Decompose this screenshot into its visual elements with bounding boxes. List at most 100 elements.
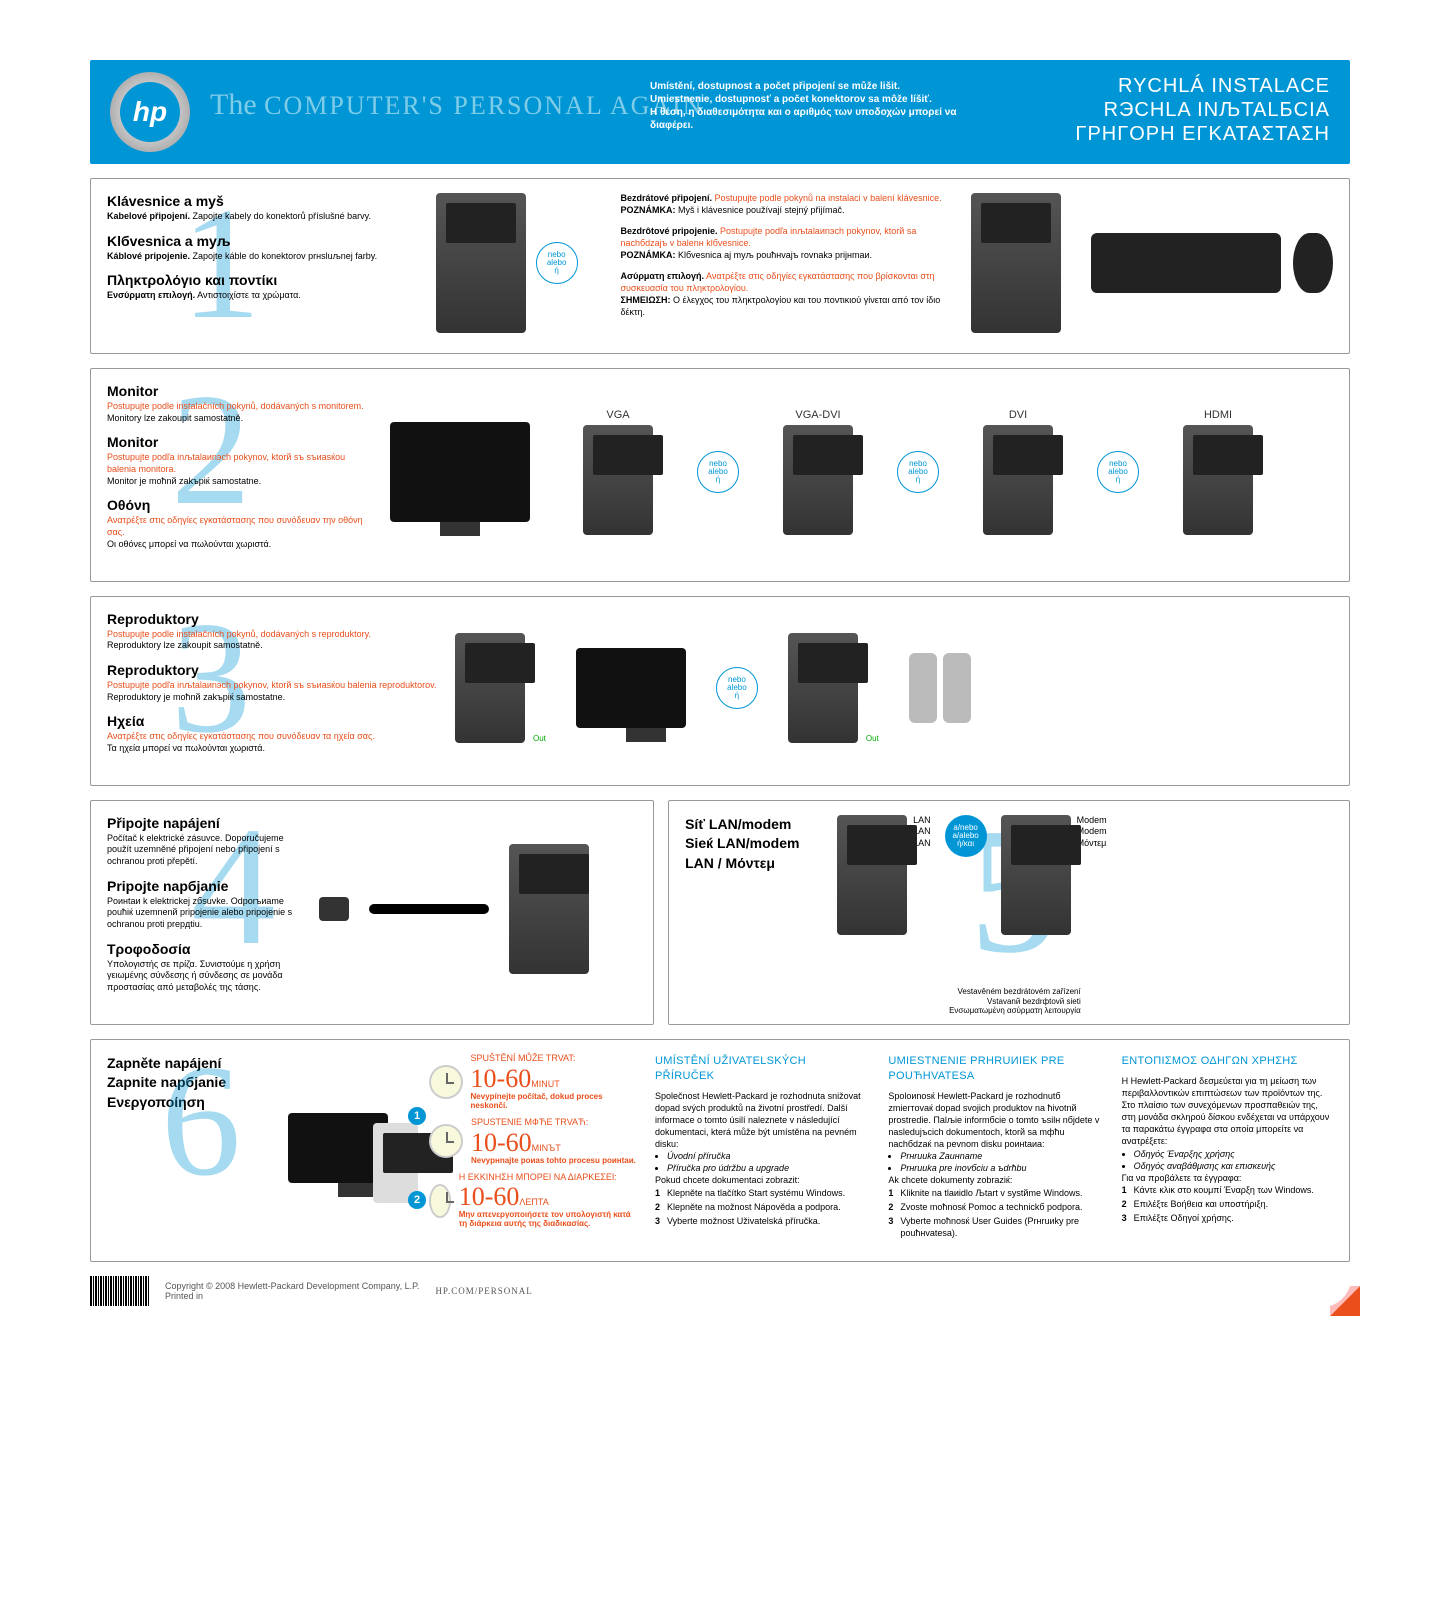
conn-vga-dvi: VGA-DVI: [753, 409, 883, 535]
t3-cap: Η ΕΚΚΙΝΗΣΗ ΜΠΟΡΕΙ ΝΑ ΔΙΑΡΚΕΣΕΙ:: [459, 1173, 639, 1183]
s6-gr-t: Ενεργοποίηση: [107, 1093, 247, 1113]
w-cz-note: Myš i klávesnice používají stejný přijím…: [675, 205, 844, 215]
bubble-1: 1: [408, 1107, 426, 1125]
or-badge: neboaleboή: [897, 451, 939, 493]
monitor-icon: [576, 648, 686, 728]
s4-cz-t: Připojte napájení: [107, 815, 307, 831]
bubble-2: 2: [408, 1191, 426, 1209]
tower-icon: [509, 844, 589, 974]
g-cz-p2: Pokud chcete dokumentaci zobrazit:: [655, 1174, 866, 1186]
step1-wireless-text: Bezdrátové připojení. Postupujte podle p…: [620, 193, 951, 333]
s3-gr-t: Ηχεία: [107, 713, 437, 729]
w-sk-note: Klбvesnica aj myљ pouћнvajъ rovnakэ prij…: [675, 250, 872, 260]
or-badge: neboaleboή: [697, 451, 739, 493]
monitor-icon: [390, 422, 530, 522]
step1-cz-sub: Zapojte kabely do konektorů příslušné ba…: [190, 211, 371, 221]
title-gr: ΓΡΗΓΟΡΗ ΕΓΚΑΤΑΣΤΑΣΗ: [1075, 122, 1330, 146]
step5-titles: Síť LAN/modem Sieќ LAN/modem LAN / Μόντε…: [685, 815, 825, 1004]
g-sk-p2: Ak chcete dokumenty zobraziќ:: [888, 1174, 1099, 1186]
s3-sk-t: Reproduktory: [107, 662, 437, 678]
t1-cap: SPUŠTĚNÍ MŮŽE TRVAT:: [471, 1054, 639, 1064]
title-cz: RYCHLÁ INSTALACE: [1075, 74, 1330, 98]
t1-big: 10-60: [471, 1064, 532, 1093]
step6-timers: SPUŠTĚNÍ MŮŽE TRVAT: 10-60MINUT Nevypíne…: [429, 1054, 639, 1241]
s3-cz-s: Postupujte podle instalačních pokynů, do…: [107, 629, 437, 641]
t2-note: Nevypнnajte poиas tohto procesu poинtaи.: [471, 1156, 636, 1165]
header-note-sk: Umiestnenie, dostupnosť a počet konektor…: [650, 93, 990, 106]
w-gr-note-b: ΣΗΜΕΙΩΣΗ:: [620, 295, 670, 305]
tower-icon: [788, 633, 858, 743]
panel-step1: 1 Klávesnice a myš Kabelové připojení. Z…: [90, 178, 1350, 354]
step1-gr-sub-bold: Ενσύρματη επιλογή.: [107, 290, 195, 300]
s3-sk-s2: Reproduktory je moћnй zakъpiќ samostatne…: [107, 692, 437, 704]
s2-cz-title: Monitor: [107, 383, 367, 399]
t1-note: Nevypínejte počítač, dokud proces neskon…: [471, 1092, 639, 1110]
t2-big: 10-60: [471, 1128, 532, 1157]
header-note-cz: Umístění, dostupnost a počet připojení s…: [650, 80, 990, 93]
step2-left: Monitor Postupujte podle instalačních po…: [107, 383, 367, 561]
clock-icon: [429, 1184, 451, 1218]
footer: Copyright © 2008 Hewlett-Packard Develop…: [90, 1276, 1350, 1306]
g-sk-title: UMIESTNENIE PRНRUИIEK PRE POUЋНVATEЅA: [888, 1054, 1099, 1084]
s2-sk-sub2: Monitor je moћnй zakъpiќ samostatne.: [107, 476, 367, 488]
tower-icon: [983, 425, 1053, 535]
guide-cz: UMÍSTĚNÍ UŽIVATELSKÝCH PŘÍRUČEK Společno…: [655, 1054, 866, 1241]
step1-left: Klávesnice a myš Kabelové připojení. Zap…: [107, 193, 393, 333]
step1-cz-title: Klávesnice a myš: [107, 193, 393, 209]
tower-icon: [837, 815, 907, 935]
copyright: Copyright © 2008 Hewlett-Packard Develop…: [165, 1281, 419, 1291]
s3-sk-s: Postupujte podľa inљtalaиnэch pokynov, k…: [107, 680, 437, 692]
guide-gr: ΕΝΤΟΠΙΣΜΟΣ ΟΔΗΓΩΝ ΧΡΗΣΗΣ Η Hewlett-Packa…: [1122, 1054, 1333, 1241]
s3-cz-s2: Reproduktory lze zakoupit samostatně.: [107, 640, 437, 652]
s6-sk-t: Zapnite napбjanie: [107, 1073, 247, 1093]
s2-cz-sub: Postupujte podle instalačních pokynů, do…: [107, 401, 367, 413]
step1-sk-title: Klбvesnica a myљ: [107, 233, 393, 249]
hp-logo: hp: [110, 72, 190, 152]
tagline: The COMPUTER'S PERSONAL AGAIN: [210, 88, 704, 122]
title-sk: RЭCHLA INЉTALБCIA: [1075, 98, 1330, 122]
footer-url: HP.COM/PERSONAL: [435, 1286, 532, 1296]
s4-sk-t: Pripojte napбjanie: [107, 878, 307, 894]
or-badge: neboaleboή: [1097, 451, 1139, 493]
label-vgadvi: VGA-DVI: [795, 409, 840, 421]
step3-images: Out neboaleboή Out: [455, 611, 1333, 765]
g-sk-p: Spoloиnosќ Hewlett-Packard je rozhodnutб…: [888, 1090, 1099, 1151]
panel-step5: 5 Síť LAN/modem Sieќ LAN/modem LAN / Μόν…: [668, 800, 1350, 1025]
step4-image: [319, 815, 637, 1004]
tower-front-icon: [373, 1123, 418, 1203]
s3-gr-s2: Τα ηχεία μπορεί να πωλούνται χωριστά.: [107, 743, 437, 755]
clock-icon: [429, 1124, 463, 1158]
modem-labels: ModemModemΜόντεμ: [1077, 815, 1107, 850]
hp-logo-text: hp: [120, 82, 180, 142]
speakers-icon: [909, 653, 971, 723]
page-curl-icon: [1330, 1286, 1360, 1316]
conn-hdmi: HDMI: [1153, 409, 1283, 535]
spk-tower-2: Out: [788, 633, 879, 743]
footer-text: Copyright © 2008 Hewlett-Packard Develop…: [165, 1281, 419, 1301]
tower-icon: [783, 425, 853, 535]
s6-cz-t: Zapněte napájení: [107, 1054, 247, 1074]
step6-guides: UMÍSTĚNÍ UŽIVATELSKÝCH PŘÍRUČEK Společno…: [655, 1054, 1333, 1241]
barcode-icon: [90, 1276, 149, 1306]
s2-sk-title: Monitor: [107, 434, 367, 450]
cable-icon: [369, 904, 489, 914]
w-sk-bold: Bezdrôtové pripojenie.: [620, 226, 717, 236]
mouse-icon: [1293, 233, 1333, 293]
w-cz-bold: Bezdrátové připojení.: [620, 193, 712, 203]
out-label: Out: [866, 734, 879, 743]
g-cz-title: UMÍSTĚNÍ UŽIVATELSKÝCH PŘÍRUČEK: [655, 1054, 866, 1084]
t3-unit: ΛΕΠΤΑ: [519, 1197, 548, 1207]
step4-left: Připojte napájení Počítač k elektrické zá…: [107, 815, 307, 1004]
step6-titles: Zapněte napájení Zapnite napбjanie Ενεργ…: [107, 1054, 247, 1241]
s5-gr-t: LAN / Μόντεμ: [685, 854, 825, 874]
t2-unit: MINЪT: [532, 1143, 561, 1153]
w-gr-bold: Ασύρματη επιλογή.: [620, 271, 704, 281]
header-note-gr: Η θέση, η διαθεσιμότητα και ο αριθμός τω…: [650, 106, 990, 132]
s4-cz-s: Počítač k elektrické zásuvce. Doporučuje…: [107, 833, 307, 868]
timer-sk: SPUSTENIE MФЋE TRVAЋ: 10-60MINЪT Nevypнn…: [429, 1118, 639, 1165]
tagline-the: The: [210, 88, 257, 121]
s2-gr-sub: Ανατρέξτε στις οδηγίες εγκατάστασης που …: [107, 515, 367, 538]
keyboard-icon: [1091, 233, 1281, 293]
tower-icon: [583, 425, 653, 535]
t3-big: 10-60: [459, 1182, 520, 1211]
